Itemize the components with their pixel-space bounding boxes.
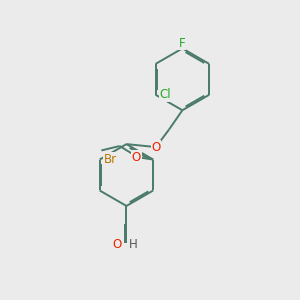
Text: O: O bbox=[112, 238, 122, 251]
Text: Cl: Cl bbox=[159, 88, 171, 101]
Text: F: F bbox=[179, 37, 186, 50]
Text: O: O bbox=[132, 151, 141, 164]
Text: Br: Br bbox=[103, 153, 116, 166]
Text: H: H bbox=[128, 238, 137, 251]
Text: O: O bbox=[151, 141, 160, 154]
